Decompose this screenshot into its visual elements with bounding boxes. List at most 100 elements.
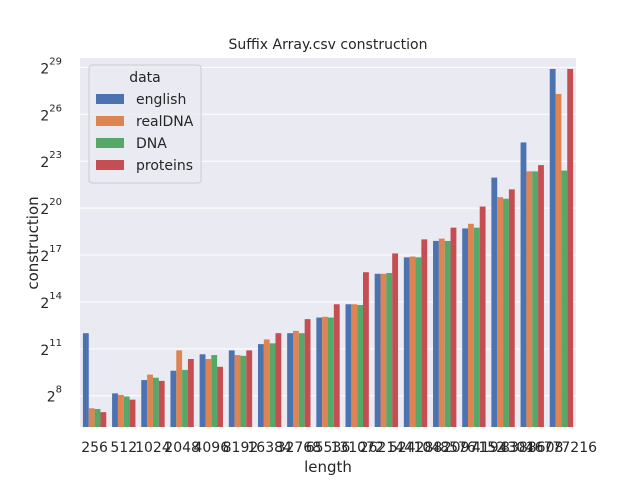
bars-group [82, 68, 574, 428]
bar-realdna [438, 238, 445, 427]
y-tick-label: 211 [40, 338, 62, 359]
bar-proteins [450, 227, 457, 427]
bar-english [433, 240, 439, 427]
bar-proteins [421, 239, 428, 427]
legend-swatch-realdna [96, 116, 124, 126]
bar-realdna [88, 408, 95, 427]
x-tick-label: 262144 [360, 440, 414, 456]
bar-proteins [100, 412, 107, 427]
x-tick-label: 524288 [389, 440, 442, 456]
bar-proteins [538, 165, 544, 427]
bar-realdna [351, 304, 358, 427]
bar-dna [269, 343, 276, 427]
bar-english [345, 304, 352, 427]
y-tick-label: 217 [40, 244, 62, 265]
bar-english [374, 273, 381, 427]
legend-label-realdna: realDNA [136, 114, 194, 130]
x-tick-label: 2097152 [443, 440, 505, 456]
legend: data english realDNA DNA proteins [88, 64, 202, 184]
bar-english [316, 317, 323, 427]
bar-proteins [158, 380, 165, 428]
bar-dna [415, 257, 422, 427]
legend-swatch-dna [96, 138, 124, 148]
x-tick-label: 4096 [193, 440, 229, 456]
bar-proteins [129, 399, 136, 427]
x-tick-label: 16384 [247, 440, 292, 456]
x-tick-label: 2048 [164, 440, 200, 456]
legend-title: data [129, 70, 161, 86]
bar-dna [473, 227, 480, 427]
bar-english [491, 177, 498, 427]
y-tick-label: 226 [40, 103, 62, 124]
bar-proteins [479, 206, 486, 427]
bar-proteins [187, 358, 194, 427]
bar-realdna [555, 93, 562, 428]
bar-dna [94, 409, 101, 427]
bar-english [199, 354, 206, 427]
legend-label-proteins: proteins [136, 158, 193, 174]
bar-realdna [468, 223, 474, 427]
y-tick-label: 214 [40, 291, 62, 312]
bar-dna [240, 355, 247, 427]
x-tick-label: 8192 [223, 440, 259, 456]
bar-dna [123, 396, 130, 427]
bar-english [257, 344, 264, 427]
bar-proteins [304, 319, 311, 427]
bar-dna [152, 377, 159, 427]
bar-realdna [147, 374, 153, 427]
bar-proteins [333, 304, 340, 427]
y-tick-labels: 28 211 214 217 220 223 226 229 [40, 56, 62, 405]
bar-realdna [176, 350, 183, 427]
bar-dna [503, 198, 509, 427]
bar-proteins [275, 333, 282, 427]
bar-proteins [217, 366, 223, 427]
bar-realdna [234, 355, 241, 427]
bar-english [287, 333, 293, 427]
y-tick-label: 223 [40, 150, 62, 171]
bar-proteins [363, 272, 369, 427]
bar-dna [328, 317, 334, 427]
bar-dna [561, 170, 568, 427]
x-tick-label: 512 [110, 440, 137, 456]
chart-title: Suffix Array.csv construction [229, 37, 428, 53]
bar-dna [444, 240, 451, 427]
legend-swatch-proteins [96, 160, 124, 170]
bar-proteins [392, 253, 399, 427]
bar-realdna [117, 394, 124, 427]
bar-proteins [508, 189, 515, 427]
x-tick-labels: 256 5121024204840968192163843276865536131… [81, 440, 597, 456]
bar-english [462, 228, 469, 427]
bar-realdna [322, 316, 328, 427]
y-tick-label: 229 [40, 56, 62, 77]
bar-realdna [292, 330, 299, 427]
bar-realdna [409, 256, 416, 427]
y-axis-label: construction [24, 196, 42, 289]
x-tick-label: 4194304 [472, 440, 534, 456]
y-tick-label: 28 [47, 385, 62, 406]
bar-english [141, 380, 148, 427]
bar-proteins [567, 68, 574, 427]
x-tick-label: 1024 [135, 440, 171, 456]
bar-dna [182, 369, 188, 427]
x-tick-label: 8388608 [501, 440, 563, 456]
bar-realdna [263, 339, 270, 427]
bar-english [170, 370, 177, 427]
bar-english [549, 68, 556, 427]
y-tick-label: 220 [40, 197, 62, 218]
bar-realdna [380, 273, 387, 427]
bar-english [228, 350, 235, 427]
legend-label-english: english [136, 92, 186, 108]
legend-label-dna: DNA [136, 136, 167, 152]
x-tick-label: 16777216 [526, 440, 597, 456]
bar-english [112, 393, 118, 427]
bar-english [82, 333, 89, 427]
bar-realdna [526, 171, 533, 427]
bar-realdna [205, 358, 212, 427]
bar-realdna [497, 197, 504, 427]
x-tick-label: 131072 [330, 440, 383, 456]
bar-dna [532, 171, 539, 427]
x-tick-label: 65536 [306, 440, 351, 456]
bar-dna [298, 333, 305, 427]
bar-dna [357, 305, 364, 427]
